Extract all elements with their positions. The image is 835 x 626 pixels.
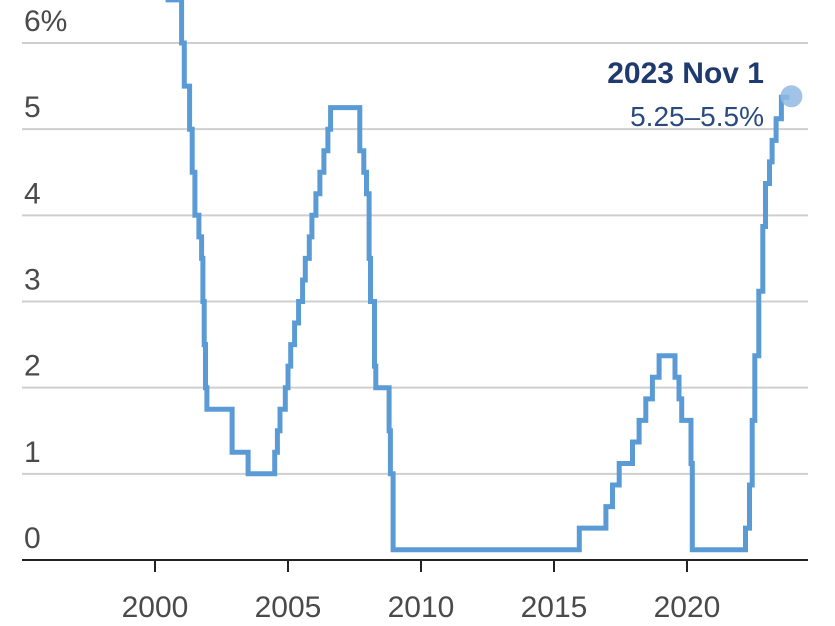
y-tick-label: 0 <box>24 522 41 555</box>
grid-lines <box>22 42 808 475</box>
y-axis-tick-labels: 0 1 2 3 4 5 6% <box>24 5 67 555</box>
annotation-date-label: 2023 Nov 1 <box>607 57 764 90</box>
x-axis-ticks: 2000 2005 2010 2015 2020 <box>122 560 721 624</box>
y-tick-label: 1 <box>24 436 41 469</box>
y-tick-label: 4 <box>24 177 41 210</box>
y-tick-label: 6% <box>24 5 67 38</box>
series-line-rate <box>165 0 790 553</box>
x-tick-label: 2005 <box>255 591 322 624</box>
latest-value-annotation: 2023 Nov 1 5.25–5.5% <box>607 57 764 132</box>
x-tick-label: 2015 <box>521 591 588 624</box>
x-tick-label: 2000 <box>122 591 189 624</box>
x-tick-label: 2010 <box>388 591 455 624</box>
y-tick-label: 5 <box>24 91 41 124</box>
y-tick-label: 3 <box>24 264 41 297</box>
end-point-marker <box>780 85 803 108</box>
x-tick-label: 2020 <box>654 591 721 624</box>
y-tick-label: 2 <box>24 350 41 383</box>
annotation-range-label: 5.25–5.5% <box>630 101 764 132</box>
